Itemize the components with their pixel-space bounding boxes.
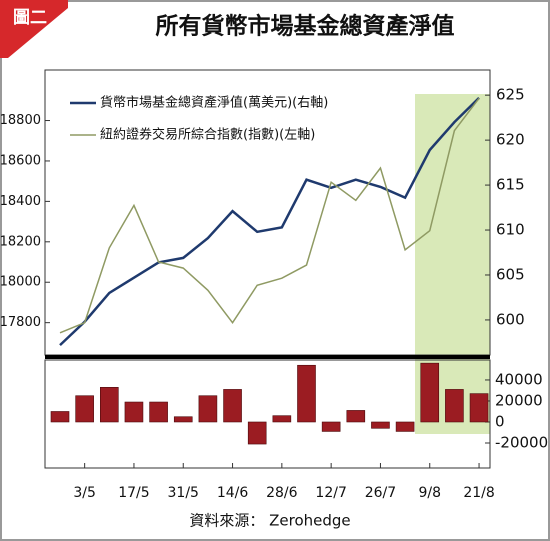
bar: [247, 421, 267, 445]
x-tick-label: 17/5: [118, 485, 149, 501]
y-tick-label: 18600: [0, 153, 41, 168]
bar: [173, 416, 193, 423]
bar: [469, 393, 489, 423]
bar: [445, 389, 464, 423]
bar: [198, 395, 218, 423]
y2-tick-label: 20000: [495, 391, 543, 409]
line-series: [59, 97, 480, 334]
y-tick-label: 17800: [0, 315, 41, 330]
y-tick-label: 18800: [0, 113, 41, 128]
y2-tick-label: 40000: [495, 370, 543, 388]
y2-tick-label: 615: [496, 176, 525, 194]
y-tick-label: 18200: [0, 234, 41, 249]
bar: [420, 362, 440, 423]
bar: [321, 421, 341, 432]
x-tick-label: 3/5: [73, 485, 96, 501]
x-tick-label: 9/8: [418, 485, 441, 501]
bar: [371, 421, 390, 429]
y-tick-label: 18400: [0, 194, 41, 209]
bar: [346, 410, 366, 423]
bar: [75, 395, 94, 423]
bar: [149, 401, 168, 423]
y2-tick-label: 0: [495, 412, 505, 430]
x-tick-label: 14/6: [217, 485, 249, 501]
badge: 圖二: [13, 8, 47, 28]
badge-shape: [0, 0, 68, 58]
x-tick-label: 31/5: [168, 485, 199, 501]
bar: [223, 389, 242, 423]
x-tick-label: 12/7: [315, 485, 346, 501]
y2-tick-label: 610: [496, 221, 525, 239]
bar: [100, 387, 119, 423]
x-tick-label: 28/6: [266, 485, 298, 501]
source: 資料來源： Zerohedge: [189, 512, 350, 530]
bar: [297, 364, 316, 423]
chart-title: 所有貨幣市場基金總資產淨值: [156, 13, 455, 40]
bar: [272, 415, 292, 423]
y2-tick-label: 605: [496, 265, 525, 283]
legend-label: 貨幣市場基金總資產淨值(萬美元)(右軸): [100, 95, 328, 111]
bar: [50, 411, 70, 423]
line-series: [59, 96, 480, 347]
legend-label: 紐約證券交易所綜合指數(指數)(左軸): [100, 127, 315, 143]
x-tick-label: 26/7: [365, 485, 396, 501]
bar: [395, 421, 415, 432]
y2-tick-label: 625: [496, 86, 525, 104]
y-tick-label: 18000: [0, 275, 41, 290]
bar: [124, 401, 144, 423]
y2-tick-label: 620: [496, 131, 525, 149]
x-tick-label: 21/8: [463, 485, 494, 501]
y2-tick-label: -20000: [495, 433, 548, 451]
y2-tick-label: 600: [496, 310, 525, 328]
plot-frame: [44, 359, 491, 469]
